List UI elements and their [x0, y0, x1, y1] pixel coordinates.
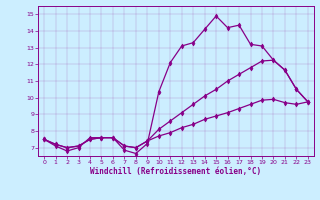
X-axis label: Windchill (Refroidissement éolien,°C): Windchill (Refroidissement éolien,°C) — [91, 167, 261, 176]
